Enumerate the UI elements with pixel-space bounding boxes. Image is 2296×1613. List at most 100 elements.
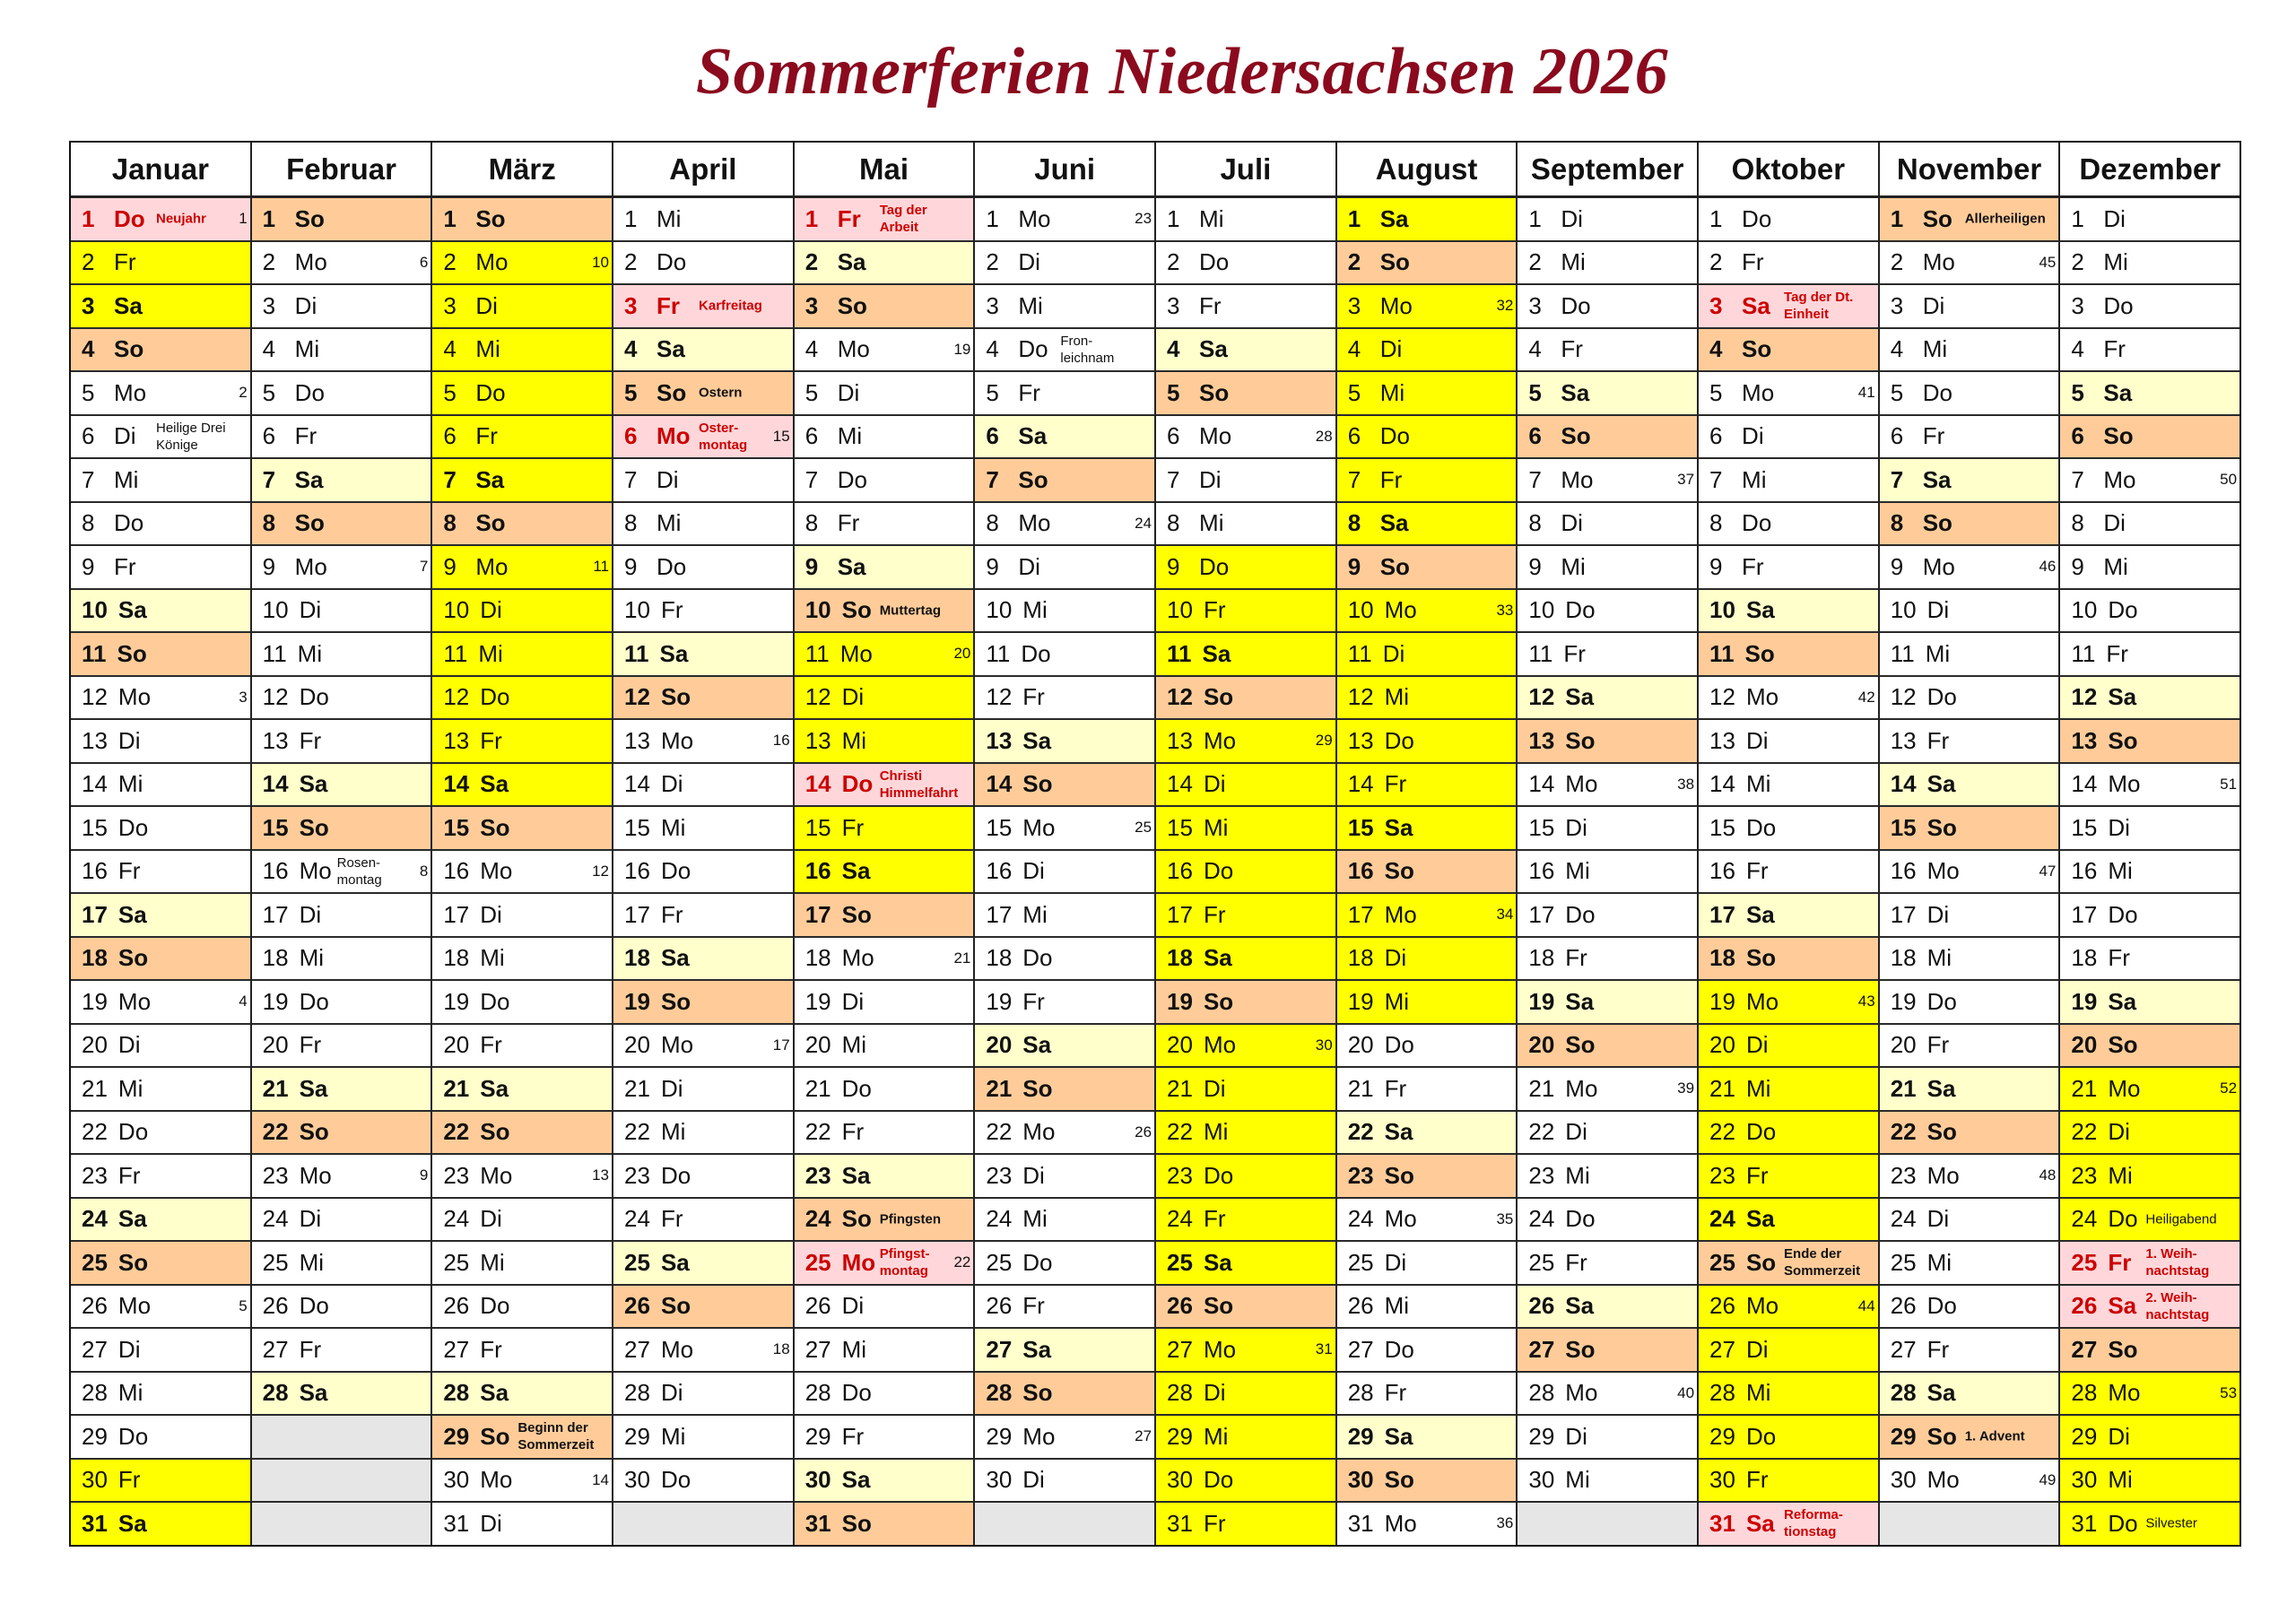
- day-cell: 25 Sa: [1156, 1242, 1335, 1286]
- day-cell: 18 Mi: [432, 937, 613, 981]
- day-number: 22: [443, 1118, 470, 1146]
- day-cell: 7 Do: [794, 459, 974, 503]
- day-number: 3: [262, 291, 276, 319]
- weekday: So: [1384, 1466, 1414, 1494]
- weekday: Do: [117, 1422, 149, 1450]
- weekday: Mi: [2103, 248, 2128, 276]
- day-cell: 2 Sa: [794, 241, 974, 285]
- day-cell: 21 Di: [1156, 1068, 1335, 1112]
- week-number: 37: [1677, 471, 1695, 489]
- day-cell: 27 So: [1518, 1329, 1698, 1373]
- day-cell: 13 Fr: [432, 720, 613, 764]
- day-number: 5: [1167, 378, 1180, 406]
- day-cell: 21 So: [975, 1068, 1155, 1112]
- weekday: Sa: [1379, 509, 1409, 537]
- day-cell: 23 Mi: [1518, 1155, 1698, 1199]
- weekday: Mi: [1022, 900, 1048, 928]
- day-cell: 29 Do: [1699, 1416, 1878, 1460]
- week-number: 32: [1496, 297, 1514, 315]
- day-number: 15: [1167, 813, 1193, 841]
- weekday: Do: [294, 378, 325, 406]
- day-number: 15: [1347, 813, 1374, 841]
- weekday: Fr: [2108, 1248, 2132, 1276]
- weekday: Do: [1384, 726, 1414, 754]
- day-number: 26: [82, 1292, 108, 1320]
- day-cell: 22 Mi: [613, 1111, 793, 1155]
- week-number: 9: [419, 1166, 429, 1184]
- day-number: 11: [262, 639, 287, 667]
- weekday: Fr: [2108, 944, 2130, 972]
- day-cell: 23 Fr: [1699, 1155, 1878, 1199]
- day-cell: 22 Mi: [1156, 1111, 1335, 1155]
- day-cell: 11 Mi: [1879, 633, 2059, 677]
- weekday: Mo: [2108, 770, 2141, 798]
- day-number: 15: [262, 813, 289, 841]
- day-cell: 15 Do: [1699, 807, 1878, 851]
- weekday: Fr: [1565, 1248, 1587, 1276]
- day-cell: 25 Fr: [1518, 1242, 1698, 1286]
- day-cell: 26 Do: [251, 1285, 431, 1329]
- weekday: Do: [1742, 509, 1772, 537]
- day-number: 13: [1890, 726, 1917, 754]
- day-cell: 3 So: [794, 285, 974, 329]
- day-number: 11: [1528, 639, 1553, 667]
- weekday: Mi: [1745, 1074, 1771, 1102]
- day-cell: 26 So: [613, 1285, 793, 1329]
- day-number: 18: [1167, 944, 1193, 972]
- day-number: 11: [443, 639, 468, 667]
- weekday: Di: [475, 291, 498, 319]
- day-cell: 17 Fr: [613, 894, 793, 938]
- day-cell: 19 So: [613, 981, 793, 1025]
- weekday: Mi: [299, 1248, 325, 1276]
- day-cell: 14 Fr: [1336, 763, 1517, 807]
- day-number: 7: [624, 465, 638, 493]
- week-number: 27: [1135, 1427, 1152, 1445]
- day-cell: 24 Mi: [975, 1198, 1155, 1242]
- day-cell: 10 Di: [251, 589, 431, 633]
- weekday: Sa: [837, 248, 866, 276]
- weekday: Mo: [1022, 1422, 1056, 1450]
- weekday: Di: [1022, 1161, 1045, 1189]
- day-cell: 9 Mo 46: [1879, 546, 2059, 590]
- day-number: 9: [262, 552, 276, 580]
- day-number: 11: [986, 639, 1011, 667]
- weekday: Mo: [117, 1292, 152, 1320]
- weekday: Do: [299, 1292, 329, 1320]
- day-cell: 1 Sa: [1336, 198, 1517, 242]
- day-cell: 28 Sa: [251, 1372, 431, 1416]
- day-cell: 4 Sa: [613, 328, 793, 372]
- weekday: Fr: [117, 1466, 141, 1494]
- day-number: 7: [1890, 465, 1904, 493]
- day-number: 8: [986, 509, 999, 537]
- day-number: 8: [262, 509, 276, 537]
- day-cell: 11 Mi: [432, 633, 613, 677]
- day-number: 26: [624, 1292, 650, 1320]
- event-note: Ostern: [699, 385, 743, 401]
- month-column: April 1 Mi 2 Do 3 Fr Karfreitag 4 Sa 5 So Ostern 6 Mo O…: [613, 143, 795, 1545]
- day-cell: 26 So: [1156, 1285, 1335, 1329]
- weekday: Fr: [117, 1161, 141, 1189]
- weekday: Do: [1922, 378, 1952, 406]
- day-number: 12: [1167, 683, 1193, 711]
- weekday: Fr: [841, 1422, 865, 1450]
- day-number: 31: [1709, 1509, 1735, 1537]
- day-cell: 2 Di: [975, 241, 1155, 285]
- weekday: So: [1018, 465, 1048, 493]
- month-column: Juni 1 Mo 23 2 Di 3 Mi 4 Do Fron- leichnam 5 Fr 6 Sa 7 S…: [975, 143, 1157, 1545]
- day-number: 30: [1709, 1466, 1735, 1494]
- day-number: 7: [2071, 465, 2084, 493]
- day-cell: 24 Sa: [1699, 1198, 1878, 1242]
- day-cell: 10 Di: [432, 589, 613, 633]
- day-number: 12: [1709, 683, 1735, 711]
- month-header: September: [1518, 143, 1698, 198]
- week-number: 6: [419, 253, 429, 271]
- day-number: 13: [1528, 726, 1555, 754]
- day-cell: 3 Mo 32: [1336, 285, 1517, 329]
- day-number: 2: [82, 248, 95, 276]
- day-cell: 25 Di: [1336, 1242, 1517, 1286]
- day-cell: 1 So: [251, 198, 431, 242]
- day-cell: 21 Di: [613, 1068, 793, 1112]
- day-number: 6: [262, 422, 276, 450]
- day-cell: 9 Fr: [71, 546, 250, 590]
- weekday: So: [841, 900, 872, 928]
